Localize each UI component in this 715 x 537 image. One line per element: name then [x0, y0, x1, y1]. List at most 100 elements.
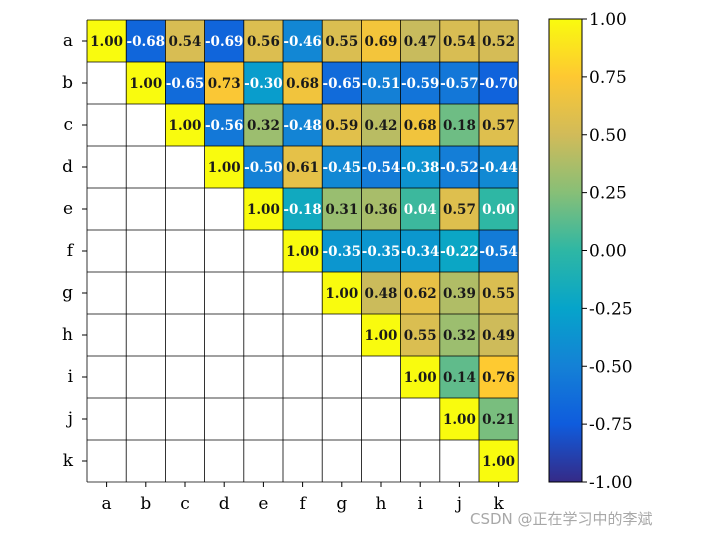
heatmap-cell	[165, 62, 205, 104]
x-tick-label: b	[140, 494, 151, 514]
heatmap-cell	[400, 230, 440, 272]
cell-value-label: 0.39	[443, 286, 476, 302]
cell-value-label: 0.36	[365, 202, 398, 218]
colorbar-tick-label: 0.00	[589, 242, 627, 262]
cell-value-label: 0.56	[247, 34, 280, 50]
heatmap-cell	[479, 104, 519, 146]
y-tick-label: h	[62, 325, 73, 345]
colorbar-tick-label: 0.25	[589, 184, 627, 204]
cell-value-label: -0.34	[401, 244, 439, 260]
x-tick-label: c	[180, 494, 190, 514]
y-tick-label: c	[63, 115, 73, 135]
cell-value-label: -0.18	[283, 202, 321, 218]
cell-value-label: 0.55	[325, 34, 358, 50]
heatmap-cell	[439, 356, 479, 398]
cell-value-label: -0.48	[283, 118, 321, 134]
y-tick-label: f	[67, 241, 75, 261]
x-tick-label: k	[493, 494, 504, 514]
cell-value-label: -0.69	[205, 34, 243, 50]
heatmap-cell	[204, 20, 244, 62]
colorbar-tick-label: -0.50	[589, 357, 633, 377]
y-tick-label: i	[68, 367, 74, 387]
y-tick-label: d	[62, 157, 73, 177]
cell-value-label: 0.32	[247, 118, 280, 134]
cell-value-label: 1.00	[247, 202, 280, 218]
heatmap-cell	[165, 20, 205, 62]
heatmap-cell	[439, 146, 479, 188]
heatmap-cell	[283, 188, 323, 230]
heatmap-cell	[243, 146, 283, 188]
heatmap-cell	[439, 20, 479, 62]
heatmap-cell	[400, 146, 440, 188]
cell-value-label: 1.00	[325, 286, 358, 302]
cell-value-label: -0.51	[362, 76, 400, 92]
cell-value-label: -0.65	[323, 76, 361, 92]
cell-value-label: -0.35	[362, 244, 400, 260]
cell-value-label: 1.00	[404, 370, 437, 386]
heatmap-cell	[479, 20, 519, 62]
cell-value-label: -0.68	[127, 34, 165, 50]
cell-value-label: 0.55	[404, 328, 437, 344]
colorbar-tick-label: -1.00	[589, 473, 633, 493]
cell-value-label: -0.50	[244, 160, 282, 176]
cell-value-label: 0.55	[482, 286, 515, 302]
heatmap-cell	[322, 188, 362, 230]
y-tick-label: j	[66, 409, 73, 429]
cell-value-label: 1.00	[286, 244, 319, 260]
heatmap-cell	[479, 440, 519, 482]
heatmap-cell	[126, 20, 166, 62]
heatmap-cell	[479, 314, 519, 356]
heatmap-cell	[361, 146, 401, 188]
cell-value-label: 0.49	[482, 328, 515, 344]
heatmap-cell	[439, 272, 479, 314]
heatmap-cell	[322, 62, 362, 104]
colorbar-tick-label: -0.25	[589, 299, 633, 319]
colorbar-tick-label: -0.75	[589, 415, 633, 435]
heatmap-cell	[479, 146, 519, 188]
colorbar: 1.00 0.75 0.50 0.25 0.00 -0.25 -0.50 -0.75 -1.00	[548, 10, 633, 493]
cell-value-label: 1.00	[129, 76, 162, 92]
cell-value-label: 0.73	[208, 76, 241, 92]
y-tick-label: b	[62, 73, 73, 93]
watermark: CSDN @正在学习中的李斌	[470, 510, 653, 528]
heatmap-cell	[400, 20, 440, 62]
y-tick-label: k	[63, 451, 74, 471]
cell-value-label: 0.54	[169, 34, 202, 50]
heatmap-cell	[322, 272, 362, 314]
heatmap-cell	[322, 104, 362, 146]
colorbar-tick-label: 1.00	[589, 10, 627, 30]
cell-value-label: -0.54	[362, 160, 400, 176]
cell-value-label: 0.62	[404, 286, 437, 302]
cell-value-label: 0.47	[404, 34, 437, 50]
cell-value-label: 1.00	[443, 412, 476, 428]
heatmap-cell	[243, 62, 283, 104]
heatmap-cell	[361, 20, 401, 62]
heatmap-cell	[400, 188, 440, 230]
x-tick-label: f	[299, 494, 307, 514]
cell-value-label: 1.00	[365, 328, 398, 344]
cell-value-label: -0.46	[283, 34, 321, 50]
heatmap-cell	[283, 230, 323, 272]
cell-value-label: -0.52	[440, 160, 478, 176]
x-tick-label: h	[376, 494, 387, 514]
cell-value-label: 0.48	[365, 286, 398, 302]
cell-value-label: -0.38	[401, 160, 439, 176]
heatmap-cell	[400, 272, 440, 314]
cell-value-label: -0.35	[323, 244, 361, 260]
heatmap-cell	[361, 272, 401, 314]
heatmap-cell	[283, 146, 323, 188]
y-tick-label: a	[63, 31, 73, 51]
cell-value-label: 0.04	[404, 202, 437, 218]
heatmap-cell	[283, 62, 323, 104]
y-tick-label: g	[62, 283, 73, 303]
heatmap-cell	[87, 20, 127, 62]
cell-value-label: 0.68	[404, 118, 437, 134]
x-tick-label: d	[219, 494, 230, 514]
cell-value-label: -0.65	[166, 76, 204, 92]
heatmap-cell	[479, 356, 519, 398]
cell-value-label: 0.57	[443, 202, 476, 218]
x-axis-tick-labels: a b c d e f g h i j k	[102, 482, 504, 514]
heatmap-cell	[204, 146, 244, 188]
heatmap-cell	[165, 104, 205, 146]
